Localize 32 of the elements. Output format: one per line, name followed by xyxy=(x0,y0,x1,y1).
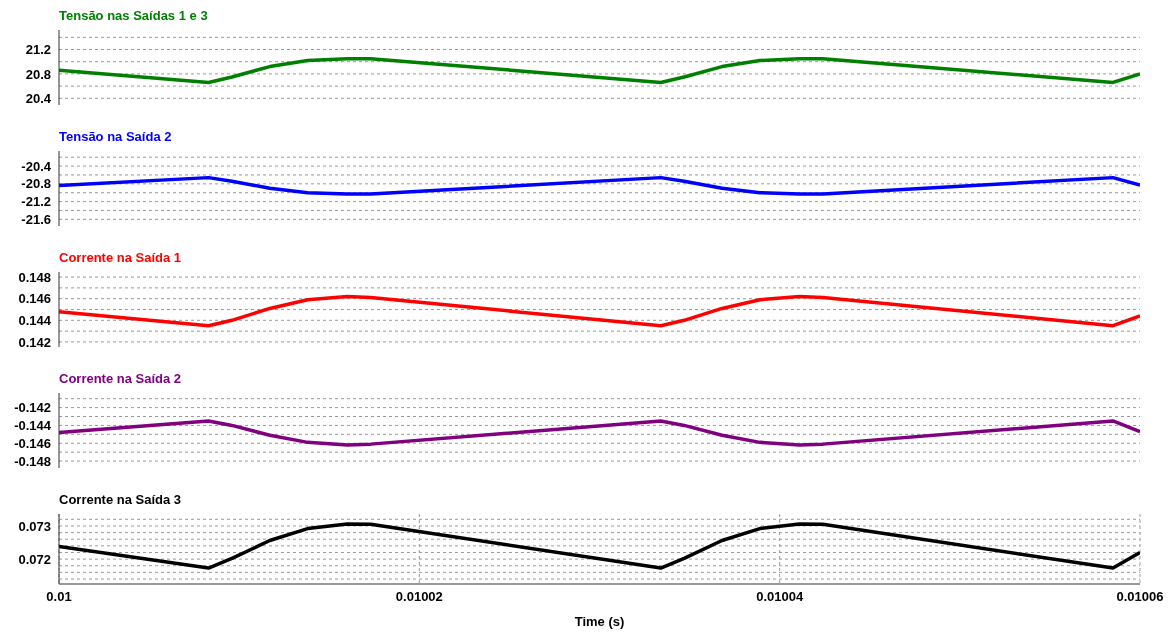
line-series xyxy=(59,175,1140,196)
line-series xyxy=(59,522,1140,570)
x-tick-label: 0.01 xyxy=(46,589,72,605)
y-tick-label: 0.148 xyxy=(18,269,51,285)
y-tick-label: -0.144 xyxy=(14,418,52,434)
y-tick-label: -0.142 xyxy=(14,400,51,416)
line-series xyxy=(59,56,1140,85)
line-series xyxy=(59,294,1140,328)
x-axis-title: Time (s) xyxy=(574,614,625,629)
y-tick-label: -20.8 xyxy=(21,176,51,192)
y-tick-label: -21.2 xyxy=(21,194,51,210)
y-tick-label: 21.2 xyxy=(25,42,51,58)
x-tick-label: 0.01006 xyxy=(1116,589,1164,605)
y-tick-label: 0.146 xyxy=(18,291,51,307)
y-tick-label: 0.142 xyxy=(18,334,51,350)
chart-title: Corrente na Saída 1 xyxy=(58,250,183,267)
chart-title: Corrente na Saída 2 xyxy=(58,371,183,388)
y-tick-label: 0.073 xyxy=(18,518,51,534)
x-tick-label: 0.01002 xyxy=(395,589,443,605)
chart-title: Tensão nas Saídas 1 e 3 xyxy=(58,8,209,25)
chart-title: Tensão na Saída 2 xyxy=(58,129,173,146)
y-tick-label: -21.6 xyxy=(21,211,51,227)
x-tick-label: 0.01004 xyxy=(756,589,804,605)
y-tick-label: 0.072 xyxy=(18,551,51,567)
y-tick-label: 20.8 xyxy=(25,66,51,82)
line-series xyxy=(59,419,1140,447)
y-tick-label: 0.144 xyxy=(18,312,52,328)
y-tick-label: -20.4 xyxy=(21,158,52,174)
chart-title: Corrente na Saída 3 xyxy=(58,492,183,509)
y-tick-label: -0.148 xyxy=(14,453,51,469)
y-tick-label: 20.4 xyxy=(25,90,52,106)
y-tick-label: -0.146 xyxy=(14,435,51,451)
